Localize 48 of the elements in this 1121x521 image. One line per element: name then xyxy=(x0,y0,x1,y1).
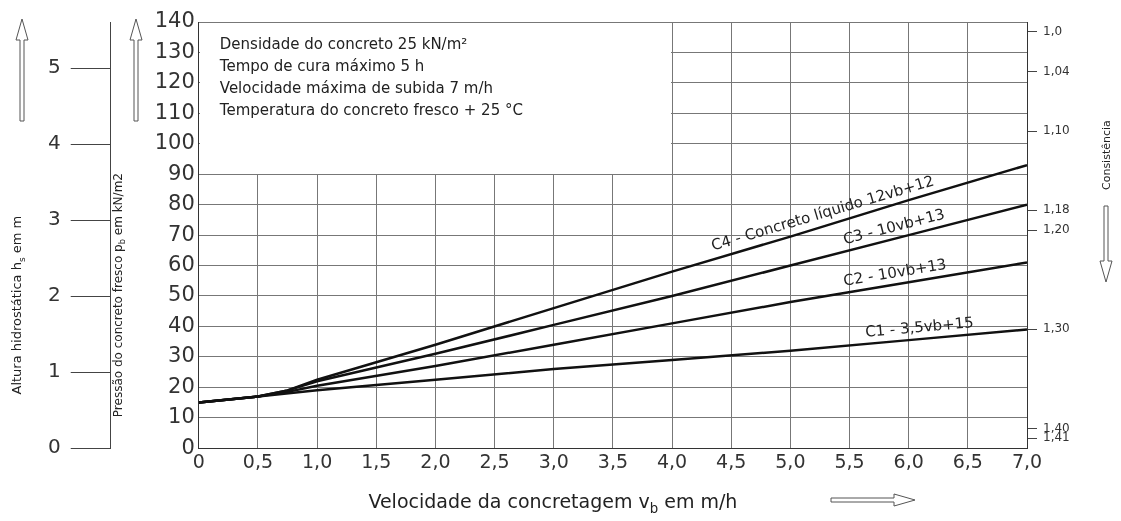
y3-tick-label: 1,10 xyxy=(1043,123,1070,138)
y-tick-label: 140 xyxy=(154,8,195,33)
y-tick-label: 120 xyxy=(154,69,195,94)
y-tick-label: 90 xyxy=(168,160,195,185)
y3-tick-label: 1,20 xyxy=(1043,222,1070,237)
y2-tick-label: 3 xyxy=(47,206,61,231)
y2-tick-label: 4 xyxy=(47,129,61,154)
y3-tick-label: 1,30 xyxy=(1043,321,1070,336)
annotation: Tempo de cura máximo 5 h xyxy=(219,56,426,77)
y-tick-label: 70 xyxy=(168,221,195,246)
y-tick-label: 130 xyxy=(154,38,195,63)
x-tick-label: 1,0 xyxy=(302,449,333,472)
y2-axis-title: Altura hidrostática hs em m xyxy=(9,215,27,395)
y-tick-label: 110 xyxy=(154,99,195,124)
y-tick-label: 20 xyxy=(168,373,195,398)
x-tick-label: 5,0 xyxy=(775,449,806,472)
x-tick-label: 7,0 xyxy=(1011,449,1043,472)
text: C1 - 3,5vb+15 xyxy=(864,313,975,341)
x-tick-label: 0,5 xyxy=(242,449,274,472)
y2-tick-label: 2 xyxy=(47,282,61,307)
x-tick-label: 3,5 xyxy=(597,449,629,472)
y-tick-label: 40 xyxy=(168,312,195,337)
y3-tick-label: 1,04 xyxy=(1043,63,1070,78)
annotation: Velocidade máxima de subida 7 m/h xyxy=(219,78,495,99)
y2-tick-label: 1 xyxy=(47,358,61,383)
x-tick-label: 6,5 xyxy=(952,449,983,472)
x-tick-label: 2,5 xyxy=(479,449,510,472)
annotation: Temperatura do concreto fresco + 25 °C xyxy=(219,100,524,121)
y3-axis-title: Consistência xyxy=(1099,120,1113,190)
y-tick-label: 100 xyxy=(154,130,195,155)
y3-tick-label: 1,0 xyxy=(1043,24,1063,39)
x-tick-label: 3,0 xyxy=(538,449,569,472)
y-tick-label: 80 xyxy=(168,191,195,216)
y-tick-label: 60 xyxy=(168,252,195,276)
y-tick-label: 50 xyxy=(168,282,195,307)
y-tick-label: 30 xyxy=(168,343,195,368)
y2-tick-label: 5 xyxy=(47,53,61,78)
text: C2 - 10vb+13 xyxy=(842,254,948,290)
x-tick-label: 4,5 xyxy=(716,449,747,472)
x-tick-label: 2,0 xyxy=(420,449,451,472)
y-tick-label: 10 xyxy=(168,404,195,429)
y3-tick-label: 1,18 xyxy=(1043,202,1070,217)
x-tick-label: 6,0 xyxy=(893,449,924,472)
y-axis-title: Pressão do concreto fresco pb em kN/m2 xyxy=(110,173,128,418)
x-tick-label: 5,5 xyxy=(834,449,865,472)
x-tick-label: 4,0 xyxy=(656,449,688,472)
x-tick-label: 1,5 xyxy=(361,449,392,472)
annotation: Densidade do concreto 25 kN/m² xyxy=(219,34,469,55)
